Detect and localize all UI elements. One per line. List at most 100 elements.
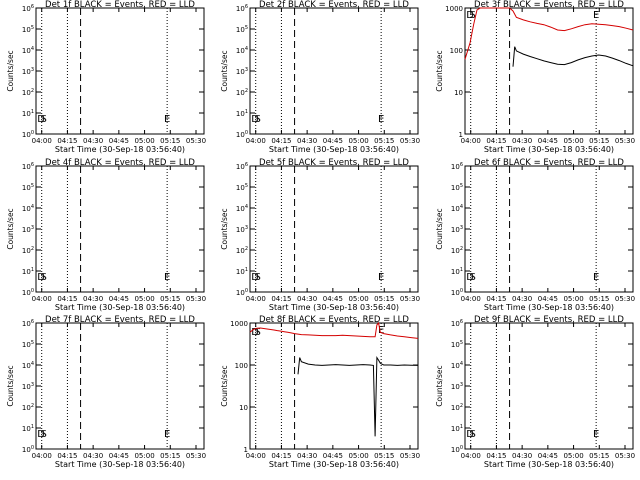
x-tick-label: 04:15 — [486, 452, 506, 460]
x-tick-label: 04:00 — [246, 452, 266, 460]
y-tick-label: 106 — [22, 4, 34, 13]
x-axis-label: Start Time (30-Sep-18 03:56:40) — [269, 303, 399, 312]
x-tick-label: 05:00 — [348, 452, 368, 460]
marker-label-s: S — [470, 10, 476, 21]
panel-title: Det 1f BLACK = Events, RED = LLD — [45, 0, 195, 10]
y-tick-label: 101 — [236, 109, 248, 118]
y-tick-label: 105 — [22, 183, 34, 192]
panel-6: Det 6f BLACK = Events, RED = LLD 04:00 04:… — [435, 158, 635, 312]
marker-label-s: S — [470, 429, 476, 440]
x-axis-label: Start Time (30-Sep-18 03:56:40) — [55, 145, 185, 154]
x-tick-label: 05:00 — [134, 452, 154, 460]
panel-title: Det 7f BLACK = Events, RED = LLD — [45, 315, 195, 325]
marker-label-s: S — [41, 272, 47, 283]
x-tick-label: 05:15 — [374, 137, 394, 145]
x-tick-label: 04:15 — [486, 295, 506, 303]
y-tick-label: 103 — [451, 382, 463, 391]
y-tick-label: 100 — [451, 288, 463, 297]
x-tick-label: 04:00 — [32, 295, 52, 303]
x-axis-label: Start Time (30-Sep-18 03:56:40) — [484, 460, 614, 469]
y-tick-label: 106 — [236, 4, 248, 13]
x-tick-label: 04:45 — [109, 452, 129, 460]
panel-9: Det 9f BLACK = Events, RED = LLD 04:00 04:… — [435, 315, 635, 469]
y-tick-label: 1 — [244, 446, 248, 454]
y-tick-label: 101 — [22, 109, 34, 118]
x-tick-label: 04:15 — [271, 452, 291, 460]
panel-title: Det 3f BLACK = Events, RED = LLD — [474, 0, 624, 10]
marker-label-s: S — [255, 327, 261, 338]
series-line-events — [512, 46, 634, 67]
x-tick-label: 04:45 — [109, 137, 129, 145]
marker-label-e: E — [378, 325, 384, 336]
panel-frame — [464, 165, 634, 293]
x-tick-label: 04:30 — [512, 295, 532, 303]
x-tick-label: 05:15 — [589, 137, 609, 145]
x-tick-label: 04:15 — [57, 137, 77, 145]
marker-label-d: D — [466, 10, 474, 21]
x-tick-label: 04:00 — [246, 137, 266, 145]
y-tick-label: 101 — [236, 267, 248, 276]
y-tick-label: 102 — [22, 88, 34, 97]
y-tick-label: 105 — [236, 183, 248, 192]
panel-title: Det 2f BLACK = Events, RED = LLD — [259, 0, 409, 10]
x-tick-label: 04:00 — [246, 295, 266, 303]
x-tick-label: 04:45 — [109, 295, 129, 303]
panel-frame — [35, 165, 205, 293]
y-tick-label: 1000 — [230, 320, 248, 328]
marker-label-e: E — [164, 114, 170, 125]
y-tick-label: 100 — [236, 130, 248, 139]
x-tick-label: 04:15 — [486, 137, 506, 145]
marker-label-s: S — [41, 114, 47, 125]
x-tick-label: 04:15 — [57, 452, 77, 460]
y-tick-label: 100 — [22, 288, 34, 297]
x-tick-label: 04:45 — [538, 137, 558, 145]
x-tick-label: 05:30 — [400, 295, 420, 303]
y-tick-label: 105 — [451, 340, 463, 349]
panel-2: Det 2f BLACK = Events, RED = LLD 04:00 04:… — [220, 0, 420, 154]
y-tick-label: 104 — [236, 204, 248, 213]
y-tick-label: 1000 — [445, 5, 463, 13]
x-tick-label: 05:30 — [186, 137, 206, 145]
marker-label-d: D — [251, 114, 259, 125]
x-tick-label: 04:30 — [512, 137, 532, 145]
y-tick-label: 104 — [22, 204, 34, 213]
x-tick-label: 04:15 — [57, 295, 77, 303]
y-tick-label: 103 — [236, 67, 248, 76]
y-tick-label: 100 — [450, 47, 463, 55]
x-tick-label: 04:00 — [461, 452, 481, 460]
x-tick-label: 04:30 — [297, 137, 317, 145]
y-tick-label: 102 — [22, 246, 34, 255]
panel-frame — [464, 7, 634, 135]
x-tick-label: 05:00 — [134, 137, 154, 145]
x-tick-label: 04:45 — [323, 137, 343, 145]
panel-frame — [35, 7, 205, 135]
marker-label-d: D — [37, 114, 45, 125]
x-tick-label: 05:30 — [400, 137, 420, 145]
y-tick-label: 102 — [451, 246, 463, 255]
x-tick-label: 04:00 — [461, 295, 481, 303]
y-axis-label: Counts/sec — [435, 208, 444, 249]
x-tick-label: 04:30 — [83, 452, 103, 460]
y-tick-label: 102 — [236, 246, 248, 255]
x-tick-label: 05:00 — [348, 137, 368, 145]
y-tick-label: 103 — [451, 225, 463, 234]
y-tick-label: 101 — [451, 424, 463, 433]
marker-label-d: D — [466, 429, 474, 440]
y-axis-label: Counts/sec — [435, 50, 444, 91]
x-tick-label: 05:00 — [563, 137, 583, 145]
y-tick-label: 105 — [22, 340, 34, 349]
x-tick-label: 04:30 — [297, 452, 317, 460]
x-tick-label: 05:15 — [374, 295, 394, 303]
y-tick-label: 102 — [451, 403, 463, 412]
marker-label-d: D — [37, 429, 45, 440]
x-axis-label: Start Time (30-Sep-18 03:56:40) — [55, 303, 185, 312]
y-tick-label: 10 — [239, 404, 248, 412]
y-tick-label: 104 — [451, 361, 463, 370]
marker-label-d: D — [466, 272, 474, 283]
series-line-events — [297, 355, 419, 437]
x-tick-label: 05:15 — [160, 452, 180, 460]
y-tick-label: 100 — [22, 130, 34, 139]
x-tick-label: 04:15 — [271, 295, 291, 303]
y-axis-label: Counts/sec — [6, 208, 15, 249]
